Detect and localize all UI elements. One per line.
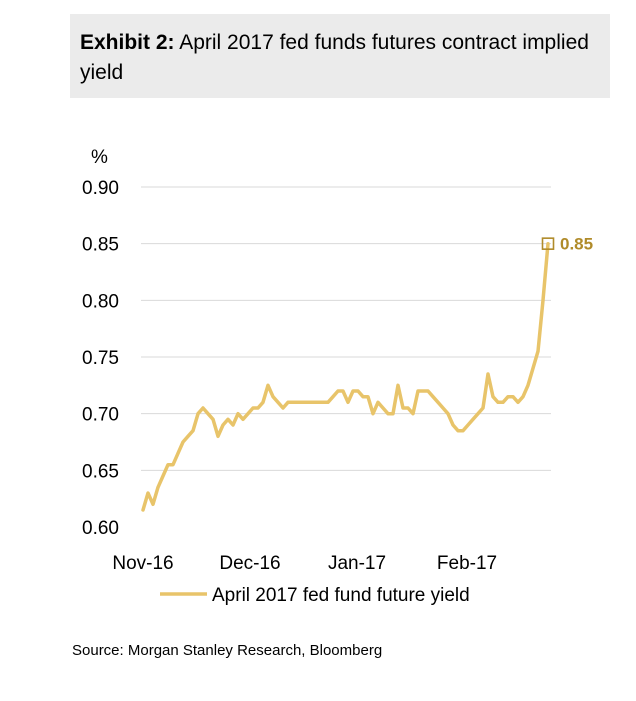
x-tick-label: Dec-16 bbox=[219, 553, 280, 574]
y-axis-unit-label: % bbox=[91, 147, 108, 168]
series-line bbox=[141, 241, 550, 512]
exhibit-header: Exhibit 2: April 2017 fed funds futures … bbox=[70, 14, 610, 98]
exhibit-title: April 2017 fed funds futures contract im… bbox=[80, 31, 589, 84]
y-tick-label: 0.90 bbox=[82, 178, 119, 199]
end-point-marker bbox=[541, 237, 555, 250]
x-axis-ticks: Nov-16 Dec-16 Jan-17 Feb-17 bbox=[112, 553, 497, 574]
x-tick-label: Nov-16 bbox=[112, 553, 173, 574]
y-axis-ticks: 0.90 0.85 0.80 0.75 0.70 0.65 0.60 bbox=[82, 178, 119, 539]
y-tick-label: 0.65 bbox=[82, 461, 119, 482]
x-tick-label: Feb-17 bbox=[437, 553, 497, 574]
x-tick-label: Jan-17 bbox=[328, 553, 386, 574]
y-tick-label: 0.70 bbox=[82, 405, 119, 426]
y-tick-label: 0.60 bbox=[82, 518, 119, 539]
gridlines bbox=[141, 186, 551, 471]
legend-label: April 2017 fed fund future yield bbox=[212, 585, 470, 606]
source-note: Source: Morgan Stanley Research, Bloombe… bbox=[72, 642, 383, 659]
end-value-label: 0.85 bbox=[560, 235, 593, 254]
y-tick-label: 0.80 bbox=[82, 291, 119, 312]
y-tick-label: 0.75 bbox=[82, 348, 119, 369]
exhibit-label: Exhibit 2: bbox=[80, 31, 175, 54]
y-tick-label: 0.85 bbox=[82, 235, 119, 256]
